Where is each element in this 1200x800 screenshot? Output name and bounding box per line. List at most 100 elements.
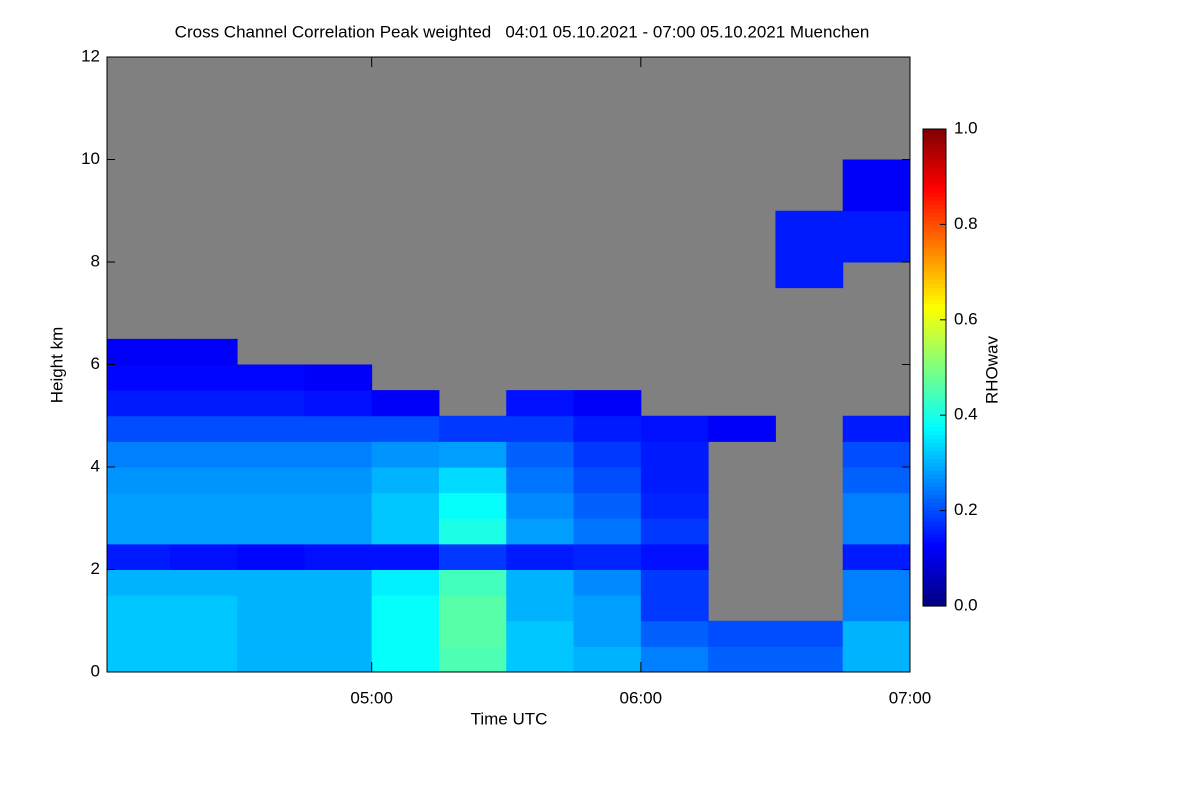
colorbar-segment <box>923 367 946 373</box>
colorbar-segment <box>923 288 946 293</box>
heatmap-cell <box>304 595 373 622</box>
colorbar-segment <box>923 419 946 424</box>
colorbar-segment <box>923 188 946 194</box>
colorbar-segment <box>923 387 946 392</box>
colorbar-segment <box>923 220 946 225</box>
heatmap-cell <box>775 262 844 289</box>
colorbar-segment <box>923 435 946 440</box>
heatmap-cell <box>640 646 709 673</box>
colorbar-segment <box>923 129 946 134</box>
heatmap-cell <box>304 646 373 673</box>
colorbar-segment <box>923 160 946 166</box>
y-tick-label: 6 <box>91 354 100 373</box>
chart-title: Cross Channel Correlation Peak weighted … <box>175 22 870 41</box>
heatmap-cell <box>169 646 238 673</box>
colorbar-segment <box>923 498 946 504</box>
heatmap-cell <box>842 646 911 673</box>
colorbar-segment <box>923 132 946 138</box>
colorbar-segment <box>923 319 946 325</box>
colorbar-segment <box>923 431 946 436</box>
colorbar-segment <box>923 443 946 448</box>
heatmap-cell <box>573 595 642 622</box>
colorbar-segment <box>923 474 946 480</box>
colorbar-segment <box>923 486 946 492</box>
heatmap-cell <box>506 415 575 442</box>
heatmap-cell <box>573 543 642 570</box>
heatmap-cell <box>371 441 440 468</box>
heatmap-cell <box>640 569 709 596</box>
colorbar-segment <box>923 327 946 333</box>
colorbar-segment <box>923 335 946 341</box>
colorbar-segment <box>923 526 946 532</box>
x-tick-label: 07:00 <box>889 688 932 707</box>
colorbar-segment <box>923 224 946 229</box>
colorbar-segment <box>923 280 946 285</box>
heatmap-cell <box>107 646 171 673</box>
colorbar-segment <box>923 240 946 245</box>
heatmap-cell <box>169 569 238 596</box>
colorbar-segment <box>923 466 946 472</box>
colorbar-segment <box>923 136 946 142</box>
colorbar-segment <box>923 168 946 174</box>
colorbar-segment <box>923 490 946 496</box>
heatmap-cell <box>438 492 507 519</box>
heatmap-cell <box>438 569 507 596</box>
heatmap-cell <box>842 595 911 622</box>
heatmap-cell <box>304 415 373 442</box>
heatmap-cell <box>640 620 709 647</box>
heatmap-cell <box>304 620 373 647</box>
heatmap-cell <box>169 492 238 519</box>
heatmap-cell <box>371 415 440 442</box>
y-tick-label: 12 <box>81 46 100 65</box>
heatmap-cell <box>371 390 440 417</box>
colorbar-segment <box>923 347 946 353</box>
colorbar-segment <box>923 291 946 297</box>
heatmap-cell <box>169 518 238 545</box>
heatmap-cell <box>371 646 440 673</box>
colorbar-segment <box>923 478 946 484</box>
colorbar-frame <box>922 128 947 607</box>
heatmap-cell <box>775 646 844 673</box>
colorbar-segment <box>923 494 946 500</box>
heatmap-cell <box>169 620 238 647</box>
heatmap-cell <box>169 415 238 442</box>
heatmap-cell <box>371 620 440 647</box>
heatmap-cell <box>438 646 507 673</box>
colorbar-segment <box>923 502 946 508</box>
y-tick-label: 2 <box>91 559 100 578</box>
colorbar-segment <box>923 232 946 237</box>
heatmap-cell <box>237 390 305 417</box>
heatmap-cell <box>237 492 305 519</box>
colorbar-segment <box>923 590 946 595</box>
heatmap-cell <box>237 620 305 647</box>
colorbar-segment <box>923 482 946 488</box>
colorbar-segment <box>923 514 946 520</box>
colorbar-segment <box>923 407 946 412</box>
heatmap-cell <box>438 415 507 442</box>
heatmap-cell <box>842 159 911 212</box>
heatmap-cell <box>304 441 373 468</box>
heatmap-cell <box>107 467 171 494</box>
heatmap-cell <box>506 518 575 545</box>
colorbar-segment <box>923 156 946 162</box>
colorbar-segment <box>923 598 946 603</box>
colorbar-tick-label: 0.6 <box>954 309 978 328</box>
colorbar-segment <box>923 172 946 178</box>
colorbar-segment <box>923 550 946 555</box>
heatmap-cell <box>573 569 642 596</box>
colorbar-segment <box>923 570 946 575</box>
heatmap-cell <box>842 569 911 596</box>
heatmap-cell <box>237 364 305 391</box>
colorbar-segment <box>923 295 946 301</box>
heatmap-cell <box>506 390 575 417</box>
heatmap-cell <box>842 543 911 570</box>
colorbar-segment <box>923 307 946 313</box>
heatmap-cell <box>107 543 171 570</box>
colorbar-segment <box>923 272 946 277</box>
heatmap-cell <box>573 467 642 494</box>
colorbar-segment <box>923 363 946 369</box>
heatmap-cell <box>573 518 642 545</box>
colorbar-segment <box>923 248 946 253</box>
heatmap-cell <box>506 543 575 570</box>
